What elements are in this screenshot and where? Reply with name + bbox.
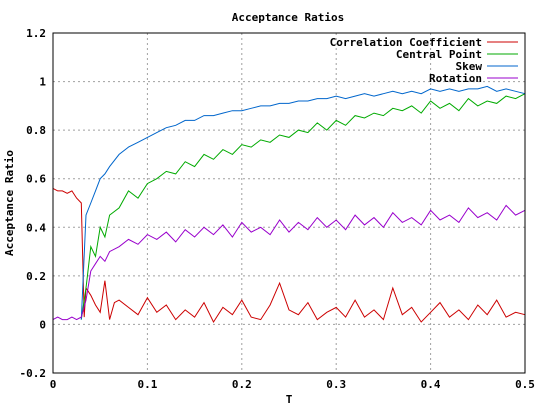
y-tick-label: 1.2 bbox=[26, 27, 46, 40]
x-axis-label: T bbox=[286, 393, 293, 406]
series-line-central-point bbox=[80, 93, 526, 320]
x-tick-label: 0.2 bbox=[232, 378, 252, 391]
x-tick-label: 0.3 bbox=[326, 378, 346, 391]
y-tick-label: -0.2 bbox=[20, 367, 47, 380]
x-tick-label: 0.4 bbox=[421, 378, 441, 391]
series-layer bbox=[52, 85, 526, 324]
grid-layer bbox=[53, 33, 525, 373]
y-tick-label: 0.8 bbox=[26, 124, 46, 137]
series-line-rotation bbox=[52, 204, 526, 321]
y-axis-label: Acceptance Ratio bbox=[3, 150, 16, 256]
y-tick-label: 0.4 bbox=[26, 221, 46, 234]
x-tick-label: 0.1 bbox=[137, 378, 157, 391]
x-tick-label: 0 bbox=[50, 378, 57, 391]
series-line-skew bbox=[80, 85, 526, 320]
y-tick-label: 0 bbox=[39, 318, 46, 331]
chart-title: Acceptance Ratios bbox=[232, 11, 345, 24]
legend-label-skew: Skew bbox=[456, 60, 483, 73]
plot-frame bbox=[52, 32, 526, 374]
tick-layer: 0 0.1 0.2 0.3 0.4 0.5-0.200.20.40.60.811.2 bbox=[20, 27, 535, 391]
legend-label-rotation: Rotation bbox=[429, 72, 482, 85]
legend-label-correlation-coefficient: Correlation Coefficient bbox=[330, 36, 482, 49]
y-tick-label: 1 bbox=[39, 76, 46, 89]
series-line-correlation-coefficient bbox=[52, 187, 526, 324]
y-tick-label: 0.6 bbox=[26, 173, 46, 186]
x-tick-label: 0.5 bbox=[515, 378, 535, 391]
y-tick-label: 0.2 bbox=[26, 270, 46, 283]
legend-label-central-point: Central Point bbox=[396, 48, 482, 61]
